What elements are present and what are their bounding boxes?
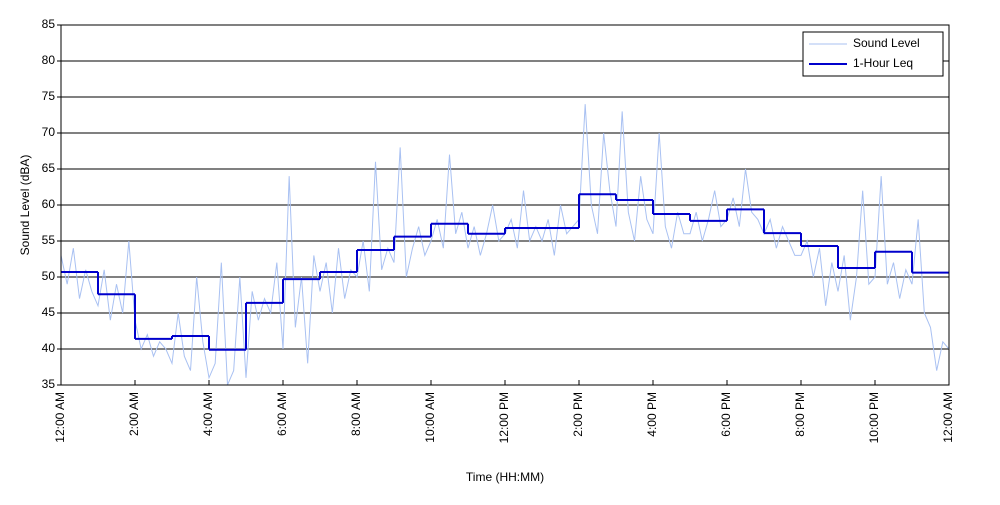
x-tick-label: 4:00 PM xyxy=(645,392,659,437)
legend-label: 1-Hour Leq xyxy=(853,56,913,70)
x-tick-label: 2:00 PM xyxy=(571,392,585,437)
x-tick-label: 8:00 AM xyxy=(349,392,363,436)
y-tick-label: 45 xyxy=(42,305,56,319)
y-tick-label: 65 xyxy=(42,161,56,175)
x-tick-label: 6:00 AM xyxy=(275,392,289,436)
y-tick-label: 50 xyxy=(42,269,56,283)
y-tick-label: 75 xyxy=(42,89,56,103)
y-tick-label: 70 xyxy=(42,125,56,139)
y-tick-label: 40 xyxy=(42,341,56,355)
x-tick-label: 12:00 AM xyxy=(53,392,67,443)
x-tick-label: 8:00 PM xyxy=(793,392,807,437)
x-tick-label: 10:00 PM xyxy=(867,392,881,443)
y-tick-label: 35 xyxy=(42,377,56,391)
legend: Sound Level 1-Hour Leq xyxy=(802,31,944,77)
y-tick-label: 55 xyxy=(42,233,56,247)
legend-label: Sound Level xyxy=(853,36,920,50)
y-tick-label: 80 xyxy=(42,53,56,67)
x-axis-label: Time (HH:MM) xyxy=(466,470,544,484)
marks xyxy=(61,104,949,385)
x-tick-label: 6:00 PM xyxy=(719,392,733,437)
x-tick-label: 2:00 AM xyxy=(127,392,141,436)
y-tick-label: 60 xyxy=(42,197,56,211)
x-tick-label: 4:00 AM xyxy=(201,392,215,436)
x-tick-label: 12:00 PM xyxy=(497,392,511,443)
y-axis-label: Sound Level (dBA) xyxy=(18,155,32,256)
y-tick-label: 85 xyxy=(42,17,56,31)
x-tick-label: 12:00 AM xyxy=(941,392,955,443)
x-tick-label: 10:00 AM xyxy=(423,392,437,443)
axes: 35 40 45 50 55 60 65 70 75 80 85 12:00 AM 2:00 AM 4:0… xyxy=(42,17,956,443)
legend-box xyxy=(802,31,944,77)
